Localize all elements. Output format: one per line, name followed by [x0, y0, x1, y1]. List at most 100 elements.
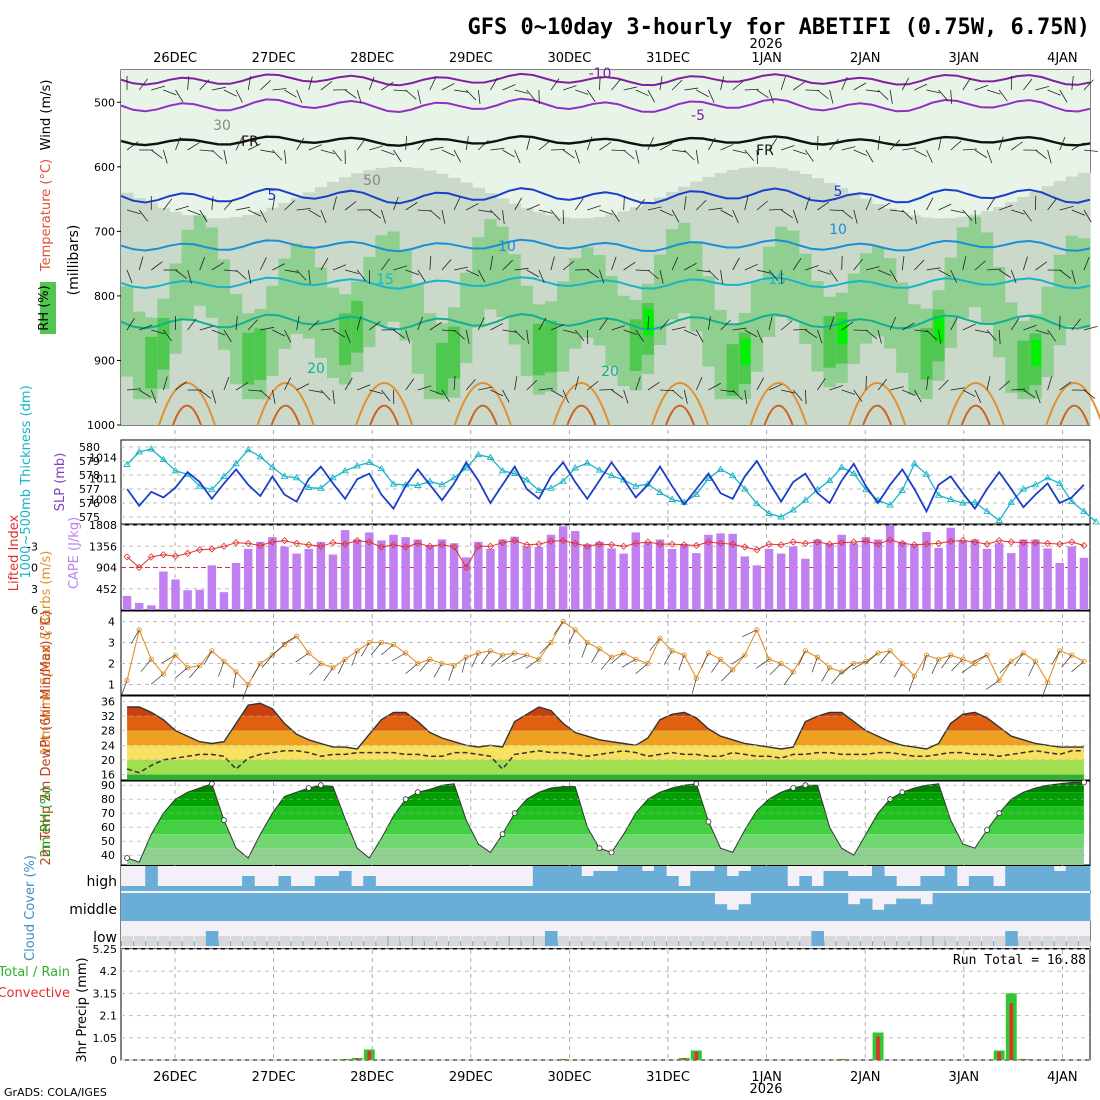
- wind-barb: [296, 89, 303, 104]
- lifted-index-point: [450, 543, 458, 551]
- cape-bar: [764, 548, 774, 610]
- lifted-index-point: [995, 537, 1003, 545]
- rh2m-point: [221, 817, 227, 824]
- wind-barb: [138, 78, 148, 91]
- wind-barb: [768, 316, 773, 331]
- wind-barb: [211, 149, 223, 160]
- wind-barb: [647, 381, 660, 391]
- wind-barb: [950, 140, 962, 151]
- wind-speed-point: [512, 650, 518, 656]
- lifted-index-point: [922, 540, 931, 548]
- wind-barb: [441, 329, 456, 332]
- pressure-axis-label: (millibars): [66, 225, 82, 296]
- isotherm-10: [120, 238, 1091, 253]
- wind-barb: [126, 317, 135, 331]
- cloud-bar: [1017, 866, 1030, 891]
- cape-tick-label: 904: [96, 562, 117, 575]
- rh-field-moist: [121, 286, 134, 377]
- wind-barb-10m: [501, 652, 515, 663]
- cloud-bar: [1005, 866, 1018, 891]
- wind-barb: [490, 323, 503, 331]
- wind-barb: [708, 382, 721, 391]
- wind-barb: [320, 81, 333, 91]
- cloud-low-gap: [800, 936, 812, 946]
- wind-barb: [320, 209, 327, 224]
- wind-barb: [720, 389, 735, 393]
- wind-barb: [914, 83, 928, 91]
- cape-bar: [546, 534, 556, 610]
- rh2m-point: [984, 827, 990, 833]
- rh-field-moist: [314, 267, 328, 358]
- wind-barb-10m: [272, 644, 285, 656]
- wind-barb: [695, 377, 703, 391]
- date-label-top: 27DEC: [252, 51, 296, 66]
- wind-speed-point: [911, 673, 918, 679]
- wind-barb: [805, 329, 818, 339]
- rh2m-tick-label: 70: [101, 807, 115, 820]
- lifted-index-point: [777, 541, 785, 549]
- wind-barb: [514, 329, 525, 341]
- cloud-bar: [884, 904, 897, 921]
- wind-barb: [829, 269, 838, 282]
- cloud-bar: [205, 893, 219, 921]
- wind-barb: [502, 149, 515, 158]
- slp-point: [631, 482, 640, 489]
- precip-run-total: Run Total = 16.88: [953, 953, 1086, 968]
- slp-point: [946, 495, 955, 502]
- cloud-bar: [169, 893, 183, 921]
- wind-barb-10m: [232, 671, 237, 688]
- date-label-bottom: 27DEC: [252, 1070, 296, 1085]
- precip-convective-bar: [876, 1036, 880, 1060]
- wind-barb: [526, 89, 536, 102]
- wind-barb-10m: [338, 659, 346, 674]
- cape-bar: [861, 537, 871, 610]
- wind-barb: [550, 256, 555, 271]
- wind-barb-10m: [391, 652, 406, 662]
- cloud-bar: [690, 871, 703, 891]
- wind-speed-point: [948, 652, 954, 658]
- lifted-index-point: [898, 539, 906, 547]
- cloud-low-gap: [352, 936, 364, 946]
- cape-bar: [256, 541, 265, 610]
- wind-barb: [260, 149, 275, 153]
- wind-barb: [647, 269, 659, 280]
- wind-speed-point: [1081, 658, 1087, 665]
- cloud-low-gap: [255, 936, 267, 946]
- wind-barb: [247, 143, 261, 151]
- wind-barb: [1023, 209, 1032, 222]
- wind-barb: [381, 209, 386, 224]
- cloud-low-gap: [303, 936, 315, 946]
- wind-barb: [417, 316, 423, 331]
- cloud-bar: [302, 886, 316, 891]
- cape-bar: [413, 539, 422, 610]
- wind-speed-point: [197, 662, 203, 669]
- precip-convective-bar: [343, 1059, 347, 1060]
- wind-barb: [877, 378, 888, 391]
- rh-field-wet: [145, 336, 158, 389]
- rh-field-moist: [1005, 302, 1018, 393]
- cape-bar: [207, 565, 217, 610]
- cloud-bar: [993, 893, 1006, 921]
- cloud-low-gap: [776, 936, 788, 946]
- isotherm-30: [763, 404, 794, 426]
- wind-barb: [998, 89, 1008, 102]
- lifted-index-point: [886, 536, 894, 544]
- cloud-bar: [896, 898, 909, 921]
- lifted-index-point: [438, 541, 446, 549]
- wind-barb: [768, 269, 779, 281]
- wind-barb-10m: [922, 655, 927, 671]
- wind-barb: [247, 76, 252, 91]
- wind-barb: [720, 209, 734, 218]
- wind-barb: [538, 317, 547, 331]
- cloud-low-gap: [461, 936, 473, 946]
- slp-point: [353, 462, 361, 469]
- slp-point: [777, 513, 785, 520]
- rh-field-moist: [666, 229, 679, 320]
- cloud-bar: [1077, 866, 1091, 891]
- lifted-index-point: [826, 540, 834, 548]
- slp-point: [765, 509, 773, 516]
- wind-barb: [526, 269, 540, 278]
- wind-barb: [296, 383, 310, 391]
- lifted-index-point: [474, 542, 482, 550]
- slp-point: [474, 450, 483, 458]
